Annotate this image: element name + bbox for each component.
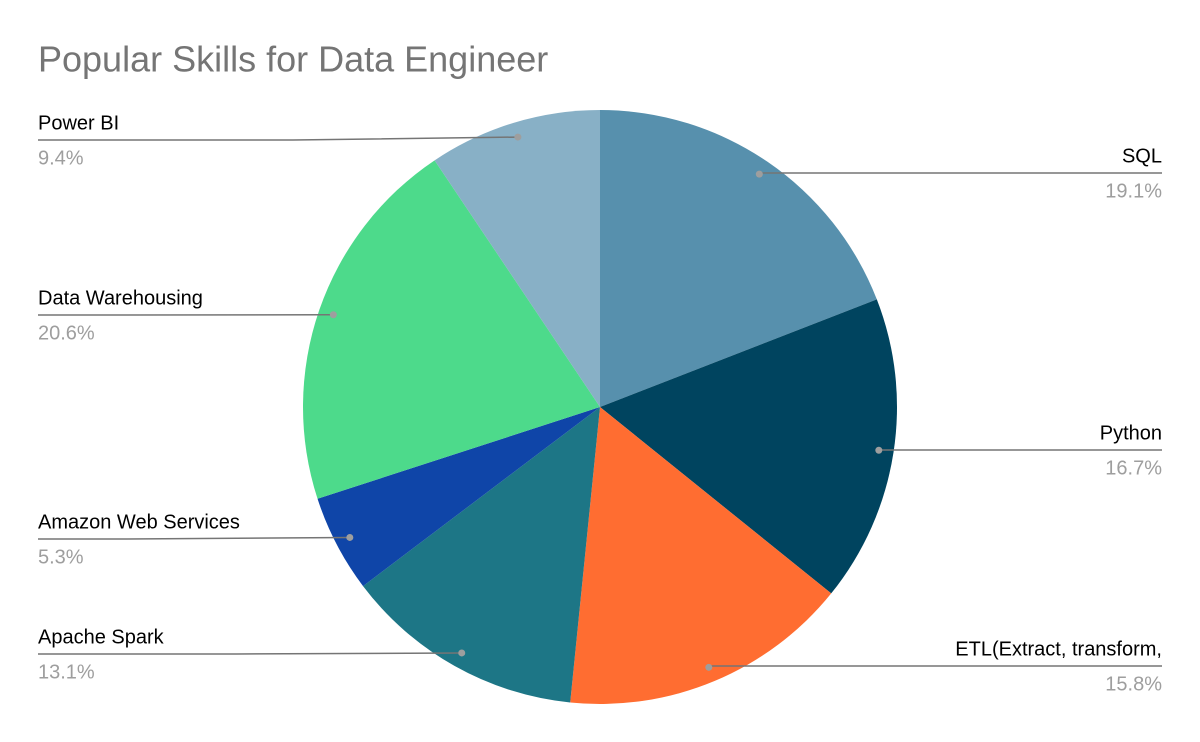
leader-line [758, 172, 1162, 175]
slice-value-label: 9.4% [38, 147, 84, 169]
leader-line [708, 665, 1162, 668]
pie-slice [600, 110, 877, 407]
slice-label: Data Warehousing [38, 287, 203, 309]
leader-line [38, 136, 518, 141]
slice-value-label: 20.6% [38, 322, 95, 344]
pie-slice [363, 407, 600, 703]
pie-slice [303, 160, 600, 499]
slice-value-label: 15.8% [1105, 673, 1162, 695]
leader-dot [458, 649, 466, 657]
slice-label: Power BI [38, 112, 119, 134]
slice-label: Apache Spark [38, 626, 165, 648]
slice-value-label: 19.1% [1105, 180, 1162, 202]
leader-line [38, 536, 350, 540]
slice-value-label: 16.7% [1105, 457, 1162, 479]
leader-dot [755, 170, 763, 178]
pie-slice [317, 407, 600, 587]
leader-dot [705, 663, 713, 671]
slice-label: SQL [1122, 145, 1162, 167]
slice-value-label: 13.1% [38, 661, 95, 683]
slice-label: Python [1100, 422, 1162, 444]
leader-dot [329, 311, 337, 319]
chart-title: Popular Skills for Data Engineer [38, 39, 548, 80]
leader-dot [514, 133, 522, 141]
pie-slice [600, 299, 898, 594]
leader-line [38, 652, 462, 655]
leader-dot [346, 533, 354, 541]
leader-dot [875, 446, 883, 454]
slice-label: ETL(Extract, transform, [955, 638, 1162, 660]
pie-slice [570, 407, 832, 704]
slice-value-label: 5.3% [38, 546, 84, 568]
pie-slice [434, 110, 600, 407]
slice-label: Amazon Web Services [38, 511, 240, 533]
